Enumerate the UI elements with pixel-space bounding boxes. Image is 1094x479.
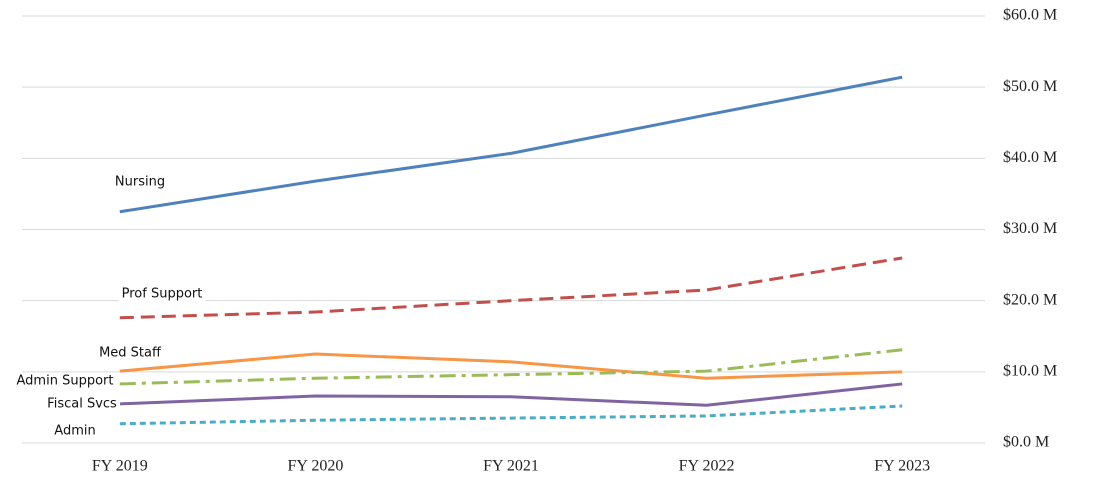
series-line [119,348,903,386]
y-tick-label: $10.0 M [1003,363,1057,380]
series-label: Nursing [115,175,165,190]
series-label-bg [118,285,206,303]
series-label: Admin Support [17,374,114,389]
x-tick-label: FY 2021 [483,458,539,475]
series-label: Med Staff [99,346,162,361]
x-tick-label: FY 2022 [679,458,735,475]
x-tick-label: FY 2019 [92,458,148,475]
y-tick-label: $30.0 M [1003,220,1057,237]
series-label: Prof Support [122,287,203,302]
y-tick-label: $60.0 M [1003,7,1057,24]
y-tick-label: $20.0 M [1003,291,1057,308]
series-label: Admin [54,424,95,439]
series-line [119,404,903,426]
series-line [119,256,903,320]
series-line [119,352,903,380]
y-tick-label: $0.0 M [1003,434,1049,451]
series-label-bg [51,422,99,440]
x-tick-label: FY 2023 [874,458,930,475]
x-tick-label: FY 2020 [287,458,343,475]
y-tick-label: $40.0 M [1003,149,1057,166]
series-label-bg [111,173,169,191]
series-label: Fiscal Svcs [47,397,117,412]
series-label-bg [44,395,121,413]
series-label-bg [13,372,117,390]
series-line [119,75,903,214]
series-label-bg [96,344,165,362]
series-line [119,382,903,407]
y-tick-label: $50.0 M [1003,78,1057,95]
